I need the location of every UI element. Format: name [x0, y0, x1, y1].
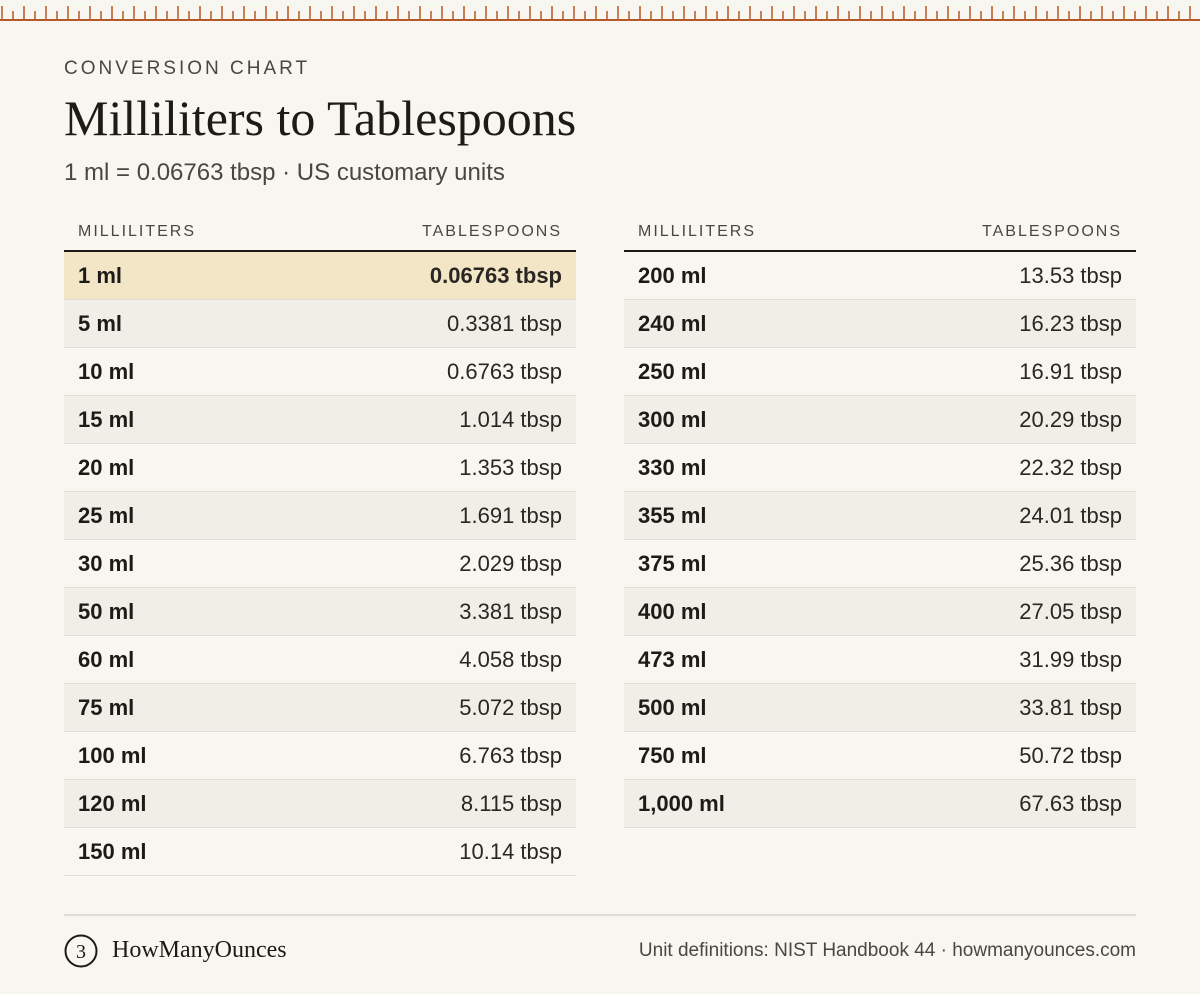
footer-divider	[64, 914, 1136, 916]
milliliters-value: 330 ml	[638, 454, 707, 480]
tablespoons-value: 13.53 tbsp	[1019, 262, 1122, 288]
tablespoons-value: 3.381 tbsp	[459, 598, 562, 624]
table-row: 30 ml 2.029 tbsp	[64, 540, 576, 588]
tablespoons-value: 50.72 tbsp	[1019, 742, 1122, 768]
table-row: 355 ml 24.01 tbsp	[624, 492, 1136, 540]
brand-name: HowManyOunces	[112, 937, 287, 963]
table-row: 1 ml 0.06763 tbsp	[64, 252, 576, 300]
milliliters-value: 60 ml	[78, 646, 135, 672]
milliliters-value: 25 ml	[78, 502, 135, 528]
table-row: 250 ml 16.91 tbsp	[624, 348, 1136, 396]
eyebrow-label: CONVERSION CHART	[64, 58, 311, 79]
tablespoons-value: 1.691 tbsp	[459, 502, 562, 528]
table-row: 75 ml 5.072 tbsp	[64, 684, 576, 732]
table-row: 200 ml 13.53 tbsp	[624, 252, 1136, 300]
tablespoons-value: 24.01 tbsp	[1019, 502, 1122, 528]
tablespoons-value: 16.91 tbsp	[1019, 358, 1122, 384]
milliliters-value: 250 ml	[638, 358, 707, 384]
tablespoons-value: 25.36 tbsp	[1019, 550, 1122, 576]
table-header: MILLILITERS TABLESPOONS	[64, 214, 576, 252]
tablespoons-value: 5.072 tbsp	[459, 694, 562, 720]
tablespoons-value: 0.3381 tbsp	[447, 310, 562, 336]
table-row: 750 ml 50.72 tbsp	[624, 732, 1136, 780]
column-header-milliliters: MILLILITERS	[638, 223, 757, 240]
tablespoons-value: 0.06763 tbsp	[429, 262, 562, 288]
milliliters-value: 120 ml	[78, 790, 147, 816]
milliliters-value: 10 ml	[78, 358, 135, 384]
milliliters-value: 375 ml	[638, 550, 707, 576]
page-subtitle: 1 ml = 0.06763 tbsp · US customary units	[64, 159, 505, 186]
table-row: 20 ml 1.353 tbsp	[64, 444, 576, 492]
tablespoons-value: 67.63 tbsp	[1019, 790, 1122, 816]
conversion-table-right: MILLILITERS TABLESPOONS 200 ml 13.53 tbsp…	[624, 214, 1136, 828]
table-row: 375 ml 25.36 tbsp	[624, 540, 1136, 588]
table-row: 473 ml 31.99 tbsp	[624, 636, 1136, 684]
brand-logo-icon: 3	[64, 934, 98, 968]
table-row: 25 ml 1.691 tbsp	[64, 492, 576, 540]
table-row: 120 ml 8.115 tbsp	[64, 780, 576, 828]
tablespoons-value: 10.14 tbsp	[459, 838, 562, 864]
milliliters-value: 355 ml	[638, 502, 707, 528]
column-header-tablespoons: TABLESPOONS	[982, 223, 1122, 240]
table-row: 15 ml 1.014 tbsp	[64, 396, 576, 444]
milliliters-value: 75 ml	[78, 694, 135, 720]
tablespoons-value: 8.115 tbsp	[460, 790, 562, 816]
table-row: 330 ml 22.32 tbsp	[624, 444, 1136, 492]
ruler-decoration	[0, 6, 1200, 21]
milliliters-value: 100 ml	[78, 742, 147, 768]
tablespoons-value: 1.014 tbsp	[459, 406, 562, 432]
table-row: 150 ml 10.14 tbsp	[64, 828, 576, 876]
table-row: 240 ml 16.23 tbsp	[624, 300, 1136, 348]
tablespoons-value: 6.763 tbsp	[459, 742, 562, 768]
table-row: 60 ml 4.058 tbsp	[64, 636, 576, 684]
milliliters-value: 1,000 ml	[638, 790, 725, 816]
table-row: 500 ml 33.81 tbsp	[624, 684, 1136, 732]
tablespoons-value: 1.353 tbsp	[459, 454, 562, 480]
milliliters-value: 5 ml	[78, 310, 123, 336]
tablespoons-value: 22.32 tbsp	[1019, 454, 1122, 480]
conversion-table-left: MILLILITERS TABLESPOONS 1 ml 0.06763 tbsp…	[64, 214, 576, 876]
milliliters-value: 20 ml	[78, 454, 135, 480]
tablespoons-value: 16.23 tbsp	[1019, 310, 1122, 336]
milliliters-value: 500 ml	[638, 694, 707, 720]
milliliters-value: 30 ml	[78, 550, 135, 576]
tablespoons-value: 27.05 tbsp	[1019, 598, 1122, 624]
table-row: 1,000 ml 67.63 tbsp	[624, 780, 1136, 828]
milliliters-value: 1 ml	[78, 262, 123, 288]
table-header: MILLILITERS TABLESPOONS	[624, 214, 1136, 252]
table-row: 100 ml 6.763 tbsp	[64, 732, 576, 780]
table-row: 5 ml 0.3381 tbsp	[64, 300, 576, 348]
milliliters-value: 473 ml	[638, 646, 707, 672]
tablespoons-value: 0.6763 tbsp	[447, 358, 562, 384]
milliliters-value: 150 ml	[78, 838, 147, 864]
column-header-tablespoons: TABLESPOONS	[422, 223, 562, 240]
table-row: 400 ml 27.05 tbsp	[624, 588, 1136, 636]
table-row: 300 ml 20.29 tbsp	[624, 396, 1136, 444]
milliliters-value: 750 ml	[638, 742, 707, 768]
table-row: 50 ml 3.381 tbsp	[64, 588, 576, 636]
table-row: 10 ml 0.6763 tbsp	[64, 348, 576, 396]
tablespoons-value: 2.029 tbsp	[459, 550, 562, 576]
tablespoons-value: 4.058 tbsp	[459, 646, 562, 672]
milliliters-value: 15 ml	[78, 406, 135, 432]
tablespoons-value: 20.29 tbsp	[1019, 406, 1122, 432]
milliliters-value: 50 ml	[78, 598, 135, 624]
column-header-milliliters: MILLILITERS	[78, 223, 197, 240]
tablespoons-value: 33.81 tbsp	[1019, 694, 1122, 720]
milliliters-value: 300 ml	[638, 406, 707, 432]
source-note: Unit definitions: NIST Handbook 44 · how…	[638, 940, 1136, 961]
svg-text:3: 3	[76, 941, 86, 963]
tablespoons-value: 31.99 tbsp	[1019, 646, 1122, 672]
milliliters-value: 200 ml	[638, 262, 707, 288]
milliliters-value: 240 ml	[638, 310, 707, 336]
page-title: Milliliters to Tablespoons	[64, 90, 577, 146]
milliliters-value: 400 ml	[638, 598, 707, 624]
